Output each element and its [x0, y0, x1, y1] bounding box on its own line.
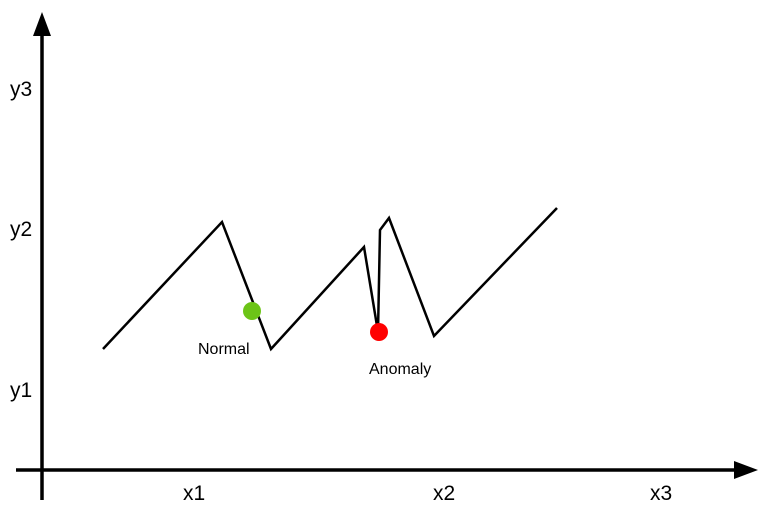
anomaly-point: [370, 323, 388, 341]
anomaly-label: Anomaly: [369, 361, 431, 378]
x-axis-arrowhead: [734, 461, 758, 479]
normal-label: Normal: [198, 341, 250, 358]
x-tick-label-x3: x3: [650, 482, 672, 505]
y-tick-label-y1: y1: [10, 379, 32, 402]
y-tick-label-y3: y3: [10, 78, 32, 101]
y-tick-label-y2: y2: [10, 218, 32, 241]
x-tick-label-x1: x1: [183, 482, 205, 505]
y-axis-arrowhead: [33, 12, 51, 36]
normal-point: [243, 302, 261, 320]
signal-line: [102, 207, 558, 352]
x-tick-label-x2: x2: [433, 482, 455, 505]
